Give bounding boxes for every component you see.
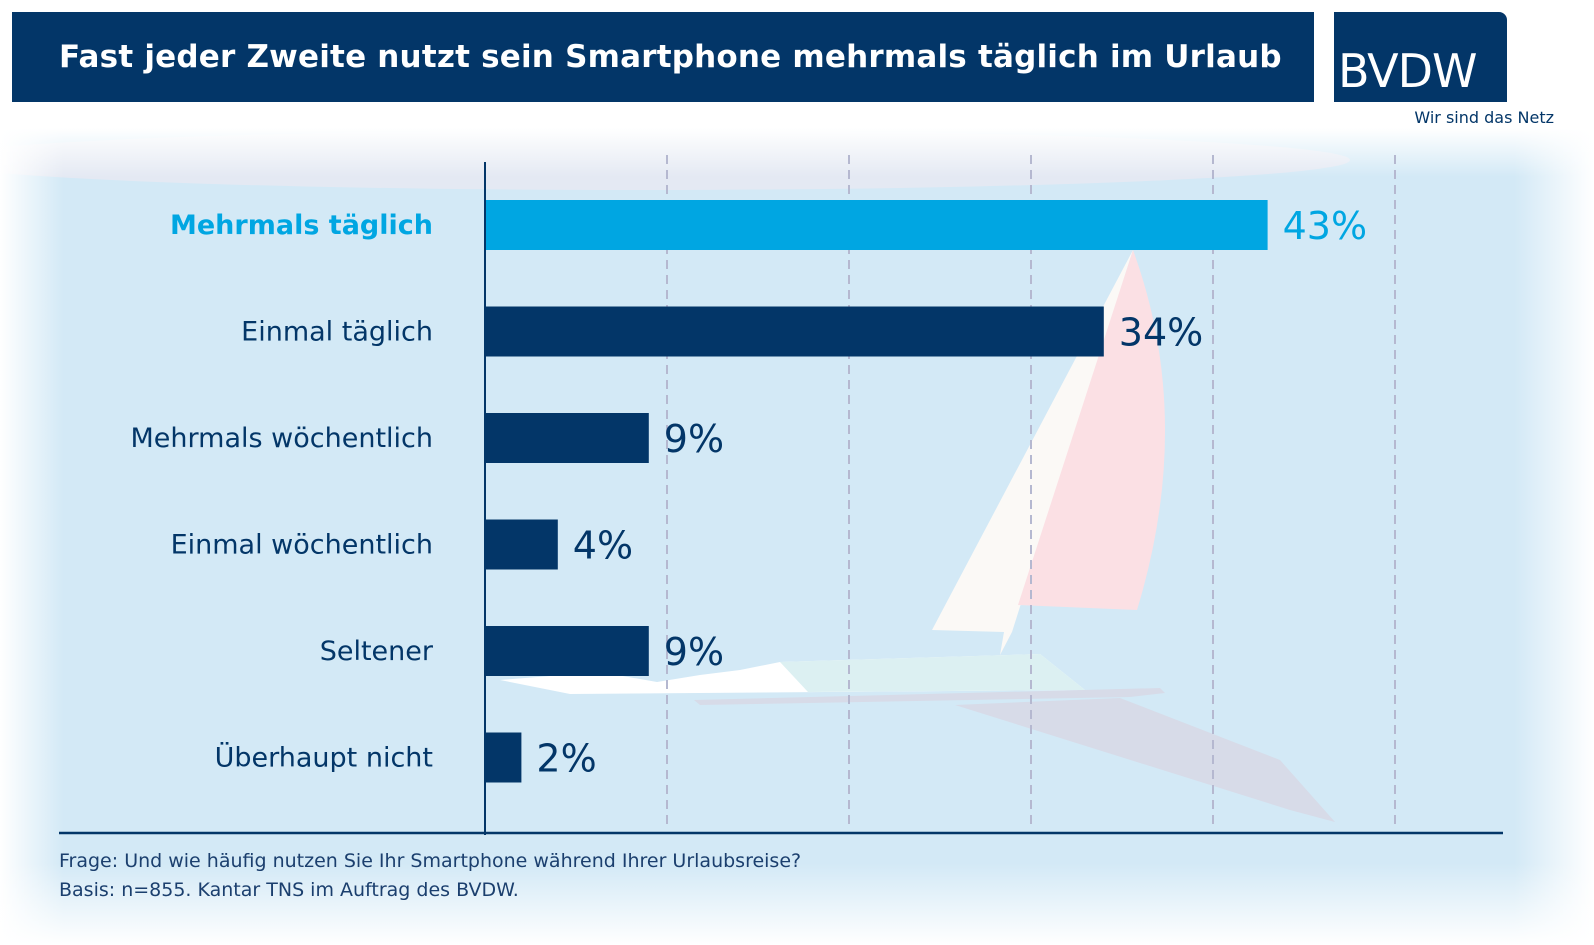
footnote-question: Frage: Und wie häufig nutzen Sie Ihr Sma… — [59, 850, 802, 872]
value-label: 9% — [664, 417, 724, 461]
category-label: Überhaupt nicht — [215, 742, 433, 774]
page-title: Fast jeder Zweite nutzt sein Smartphone … — [59, 39, 1282, 75]
edge-fade-vertical — [0, 128, 1594, 945]
bar — [485, 732, 522, 783]
gridlines — [666, 155, 1396, 830]
bar — [485, 519, 558, 570]
bars — [485, 200, 1268, 783]
value-label: 34% — [1119, 311, 1203, 355]
logo-tagline: Wir sind das Netz — [1414, 108, 1554, 127]
category-label: Mehrmals wöchentlich — [131, 423, 433, 454]
bar — [485, 413, 649, 463]
logo-text: BVDW — [1338, 44, 1478, 98]
bar — [485, 200, 1268, 250]
value-label: 2% — [536, 737, 596, 781]
category-labels: Mehrmals täglich Einmal täglich Mehrmals w… — [131, 210, 434, 774]
category-label: Seltener — [320, 636, 434, 667]
value-label: 9% — [664, 630, 724, 674]
category-label: Einmal wöchentlich — [171, 530, 433, 561]
title-bar: Fast jeder Zweite nutzt sein Smartphone … — [12, 12, 1314, 102]
value-labels: 43% 34% 9% 4% 9% 2% — [536, 204, 1367, 781]
category-label: Einmal täglich — [241, 317, 433, 348]
category-label: Mehrmals täglich — [170, 210, 433, 241]
bar-chart: Mehrmals täglich Einmal täglich Mehrmals w… — [0, 128, 1594, 945]
bar — [485, 306, 1104, 357]
bar — [485, 626, 649, 676]
value-label: 43% — [1283, 204, 1367, 248]
value-label: 4% — [573, 524, 633, 568]
footnote-basis: Basis: n=855. Kantar TNS im Auftrag des … — [59, 879, 519, 901]
bvdw-logo: BVDW — [1334, 12, 1507, 102]
